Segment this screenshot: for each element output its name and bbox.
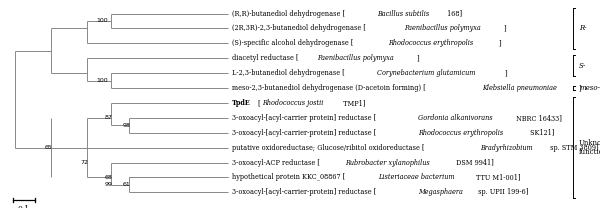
Text: 168]: 168]: [445, 10, 462, 17]
Text: Rhodococcus erythropolis: Rhodococcus erythropolis: [388, 39, 473, 47]
Text: Rhodococcus jostii: Rhodococcus jostii: [262, 99, 323, 107]
Text: 3-oxoacyl-[acyl-carrier protein] reductase [: 3-oxoacyl-[acyl-carrier protein] reducta…: [232, 114, 376, 122]
Text: (S)-specific alcohol dehydrogenase [: (S)-specific alcohol dehydrogenase [: [232, 39, 353, 47]
Text: TMP1]: TMP1]: [341, 99, 365, 107]
Text: Paenibacillus polymyxa: Paenibacillus polymyxa: [404, 24, 481, 32]
Text: 61: 61: [122, 182, 130, 187]
Text: 99: 99: [104, 182, 112, 187]
Text: Rubrobacter xylanophilus: Rubrobacter xylanophilus: [345, 158, 430, 167]
Text: Bradyrhizobium: Bradyrhizobium: [480, 144, 533, 152]
Text: R-: R-: [579, 24, 587, 32]
Text: Bacillus subtilis: Bacillus subtilis: [377, 10, 430, 17]
Text: (R,R)-butanediol dehydrogenase [: (R,R)-butanediol dehydrogenase [: [232, 10, 344, 17]
Text: Gordonia alkanivorans: Gordonia alkanivorans: [418, 114, 492, 122]
Text: NBRC 16433]: NBRC 16433]: [514, 114, 562, 122]
Text: 98: 98: [122, 123, 130, 128]
Text: Klebsiella pneumoniae: Klebsiella pneumoniae: [482, 84, 556, 92]
Text: (2R,3R)-2,3-butanediol dehydrogenase [: (2R,3R)-2,3-butanediol dehydrogenase [: [232, 24, 365, 32]
Text: 3-oxoacyl-[acyl-carrier-protein] reductase [: 3-oxoacyl-[acyl-carrier-protein] reducta…: [232, 129, 376, 137]
Text: TpdE: TpdE: [232, 99, 250, 107]
Text: Megasphaera: Megasphaera: [418, 188, 463, 196]
Text: 100: 100: [97, 78, 108, 83]
Text: DSM 9941]: DSM 9941]: [454, 158, 494, 167]
Text: 100: 100: [97, 19, 108, 24]
Text: 3-oxoacyl-[acyl-carrier-protein] reductase [: 3-oxoacyl-[acyl-carrier-protein] reducta…: [232, 188, 376, 196]
Text: Paenibacillus polymyxa: Paenibacillus polymyxa: [317, 54, 394, 62]
Text: TTU M1-001]: TTU M1-001]: [476, 173, 521, 182]
Text: meso-2,3-butanediol dehydrogenase (D-acetoin forming) [: meso-2,3-butanediol dehydrogenase (D-ace…: [232, 84, 425, 92]
Text: 0.1: 0.1: [18, 205, 30, 208]
Text: sp. STM 3809]: sp. STM 3809]: [548, 144, 599, 152]
Text: diacetyl reductase [: diacetyl reductase [: [232, 54, 298, 62]
Text: 87: 87: [104, 115, 112, 120]
Text: ]: ]: [416, 54, 419, 62]
Text: hypothetical protein KKC_08867 [: hypothetical protein KKC_08867 [: [232, 173, 345, 182]
Text: 3-oxoacyl-ACP reductase [: 3-oxoacyl-ACP reductase [: [232, 158, 319, 167]
Text: meso-: meso-: [579, 84, 600, 92]
Text: ]: ]: [578, 84, 581, 92]
Text: putative oxidoreductase; Glucose/ribitol oxidoreductase [: putative oxidoreductase; Glucose/ribitol…: [232, 144, 424, 152]
Text: ]: ]: [503, 24, 506, 32]
Text: [: [: [256, 99, 260, 107]
Text: Corynebacterium glutamicum: Corynebacterium glutamicum: [377, 69, 475, 77]
Text: Listeriaceae bacterium: Listeriaceae bacterium: [378, 173, 454, 182]
Text: SK121]: SK121]: [528, 129, 554, 137]
Text: 68: 68: [104, 175, 112, 180]
Text: 65: 65: [44, 145, 52, 150]
Text: Unknown
function: Unknown function: [579, 139, 600, 156]
Text: sp. UPII 199-6]: sp. UPII 199-6]: [476, 188, 528, 196]
Text: L-2,3-butanediol dehydrogenase [: L-2,3-butanediol dehydrogenase [: [232, 69, 344, 77]
Text: 72: 72: [80, 160, 88, 165]
Text: Rhodococcus erythropolis: Rhodococcus erythropolis: [418, 129, 503, 137]
Text: ]: ]: [504, 69, 506, 77]
Text: ]: ]: [498, 39, 501, 47]
Text: S-: S-: [579, 62, 586, 70]
